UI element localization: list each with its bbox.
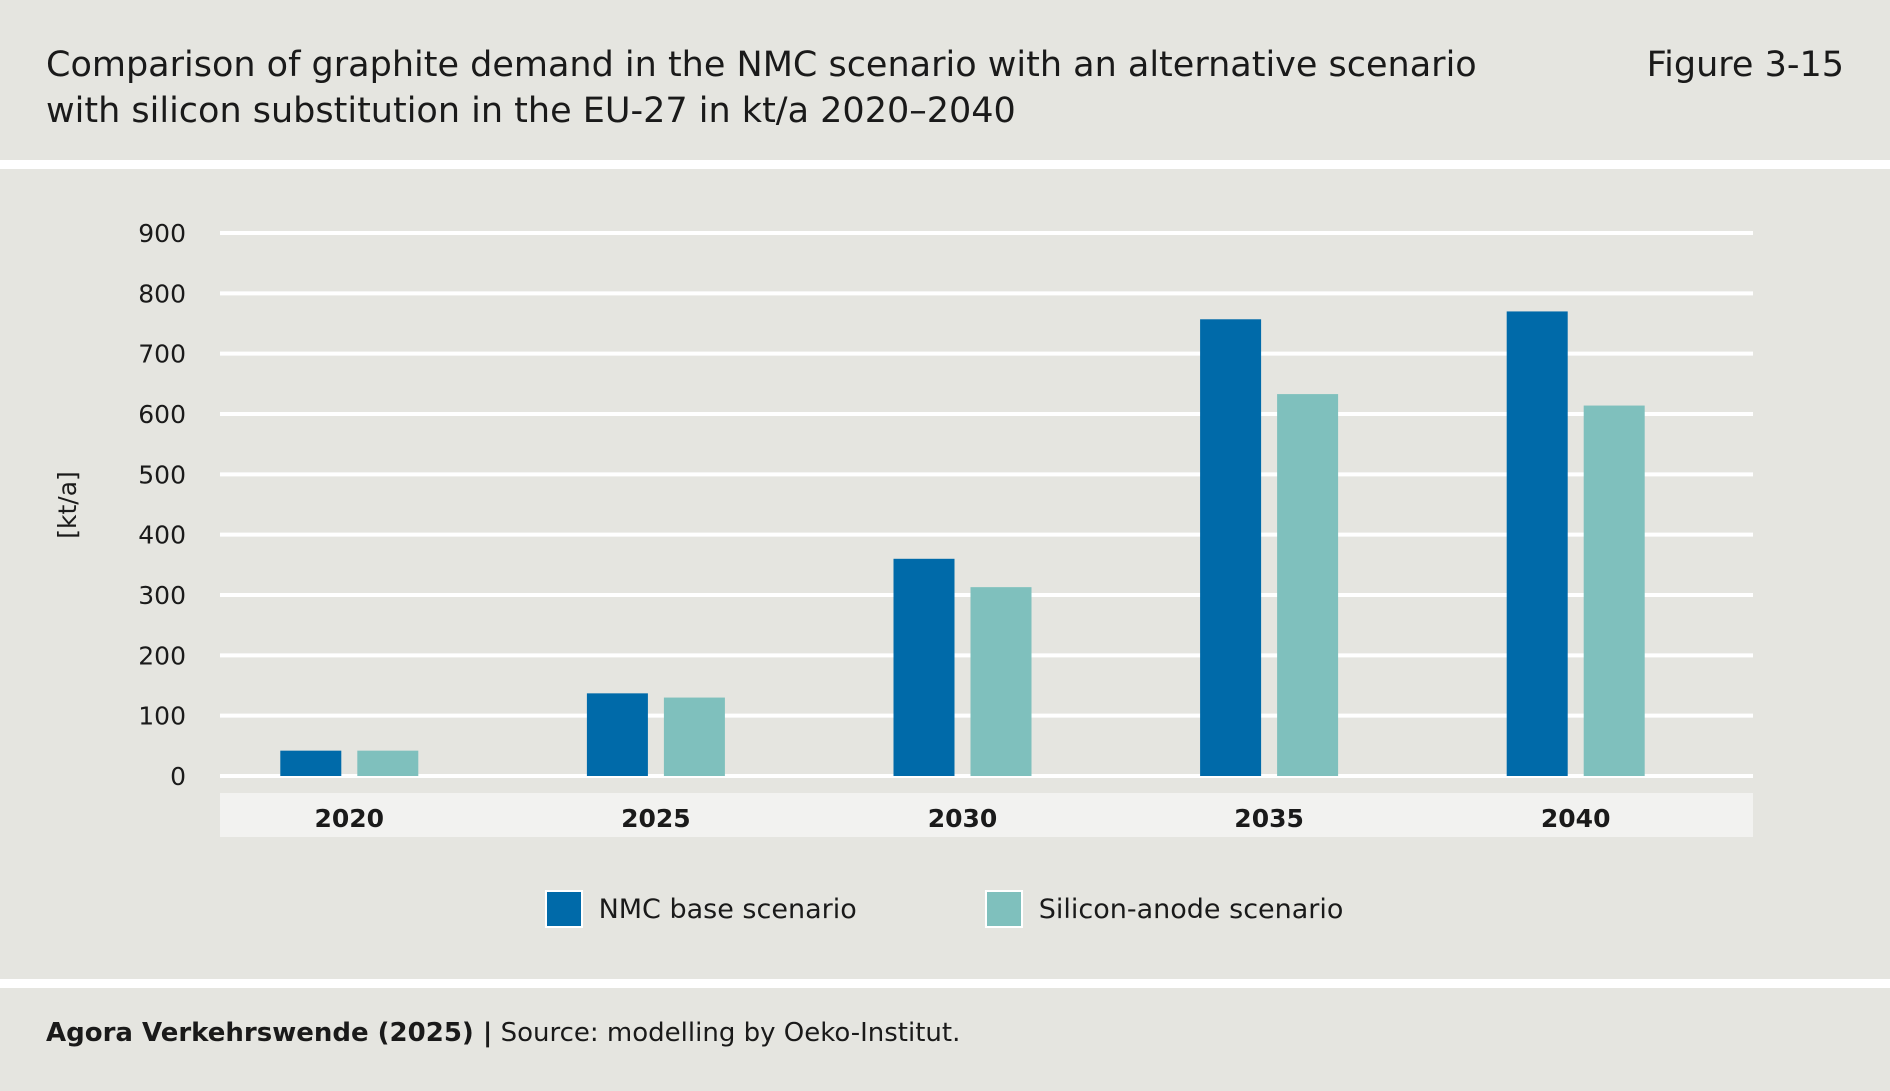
- y-tick-label: 0: [170, 762, 186, 791]
- y-tick-label: 200: [138, 641, 186, 670]
- footer-source: Source: modelling by Oeko-Institut.: [500, 1018, 961, 1048]
- bar-2030-nmc: [893, 558, 955, 776]
- x-tick-label: 2025: [621, 804, 691, 833]
- legend-swatch-silicon: [984, 890, 1023, 928]
- legend: NMC base scenario Silicon-anode scenario: [0, 890, 1890, 928]
- chart-title: Comparison of graphite demand in the NMC…: [46, 42, 1546, 134]
- y-tick-label: 600: [138, 400, 186, 429]
- bar-2040-silicon: [1583, 405, 1645, 776]
- footer-credit: Agora Verkehrswende (2025) |: [46, 1018, 493, 1048]
- header-divider: [0, 160, 1890, 169]
- bar-2020-nmc: [280, 750, 342, 776]
- x-axis-band: [220, 793, 1753, 837]
- y-tick-label: 900: [138, 219, 186, 248]
- x-tick-label: 2040: [1541, 804, 1611, 833]
- y-tick-label: 500: [138, 460, 186, 489]
- y-tick-label: 700: [138, 340, 186, 369]
- footer-divider: [0, 979, 1890, 988]
- legend-item-nmc: NMC base scenario: [544, 890, 857, 928]
- title-line-1: Comparison of graphite demand in the NMC…: [46, 45, 1477, 85]
- y-tick-label: 300: [138, 581, 186, 610]
- legend-swatch-nmc: [544, 890, 583, 928]
- footer: Agora Verkehrswende (2025) | Source: mod…: [46, 1018, 960, 1048]
- figure-number: Figure 3-15: [1646, 45, 1844, 85]
- legend-label-silicon: Silicon-anode scenario: [1038, 893, 1344, 925]
- bar-2025-nmc: [586, 693, 648, 776]
- x-tick-label: 2020: [315, 804, 385, 833]
- bar-2020-silicon: [357, 750, 419, 776]
- x-tick-label: 2030: [928, 804, 998, 833]
- bar-2030-silicon: [970, 587, 1032, 776]
- bar-2040-nmc: [1506, 311, 1568, 776]
- legend-item-silicon: Silicon-anode scenario: [984, 890, 1344, 928]
- bar-2035-silicon: [1277, 394, 1339, 776]
- y-tick-label: 100: [138, 702, 186, 731]
- x-tick-label: 2035: [1234, 804, 1304, 833]
- bar-2035-nmc: [1200, 319, 1262, 776]
- title-line-2: with silicon substitution in the EU-27 i…: [46, 91, 1016, 131]
- y-tick-label: 400: [138, 521, 186, 550]
- bar-2025-silicon: [663, 697, 725, 776]
- y-tick-label: 800: [138, 279, 186, 308]
- legend-label-nmc: NMC base scenario: [598, 893, 857, 925]
- y-axis-label: [kt/a]: [53, 471, 82, 539]
